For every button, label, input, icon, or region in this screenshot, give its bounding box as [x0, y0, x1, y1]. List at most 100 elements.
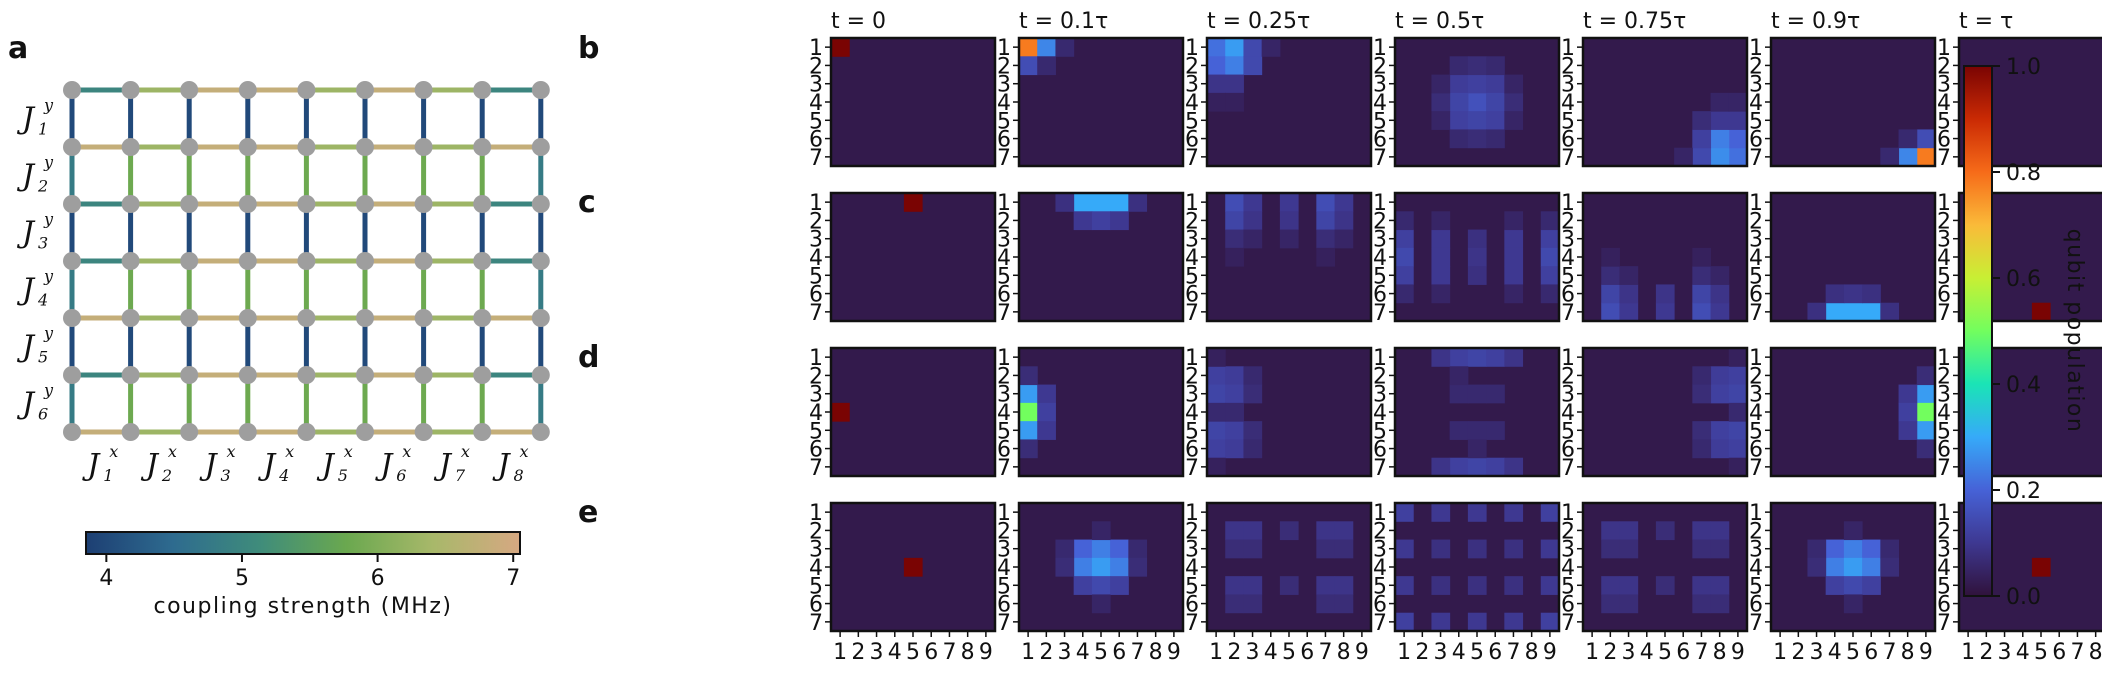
col-tick-label: 3	[1810, 640, 1824, 665]
heatmap-cell	[1619, 594, 1639, 614]
row-tick-label: 3	[1373, 383, 1387, 408]
qubit-node	[63, 81, 81, 99]
heatmap-cell	[1807, 302, 1827, 322]
row-tick-label: 4	[1185, 401, 1199, 426]
jx-superscript: x	[402, 442, 411, 461]
col-tick-label: 3	[1246, 640, 1260, 665]
heatmap-cell	[1243, 211, 1263, 231]
row-tick-label: 1	[809, 191, 823, 216]
column-title: t = 0.9τ	[1771, 9, 1860, 34]
row-tick-label: 1	[809, 346, 823, 371]
col-tick-label: 4	[1640, 640, 1654, 665]
row-tick-label: 3	[809, 228, 823, 253]
heatmap-cell	[1540, 503, 1560, 522]
row-tick-label: 2	[809, 209, 823, 234]
heatmap-cell	[1207, 38, 1226, 57]
row-tick-label: 5	[1373, 419, 1387, 444]
col-tick-label: 7	[2070, 640, 2084, 665]
heatmap-cell	[1091, 211, 1111, 231]
heatmap-cell	[1091, 594, 1111, 614]
heatmap-cell	[1486, 74, 1505, 94]
qubit-node	[414, 81, 433, 99]
row-tick-label: 2	[1185, 209, 1199, 234]
row-tick-label: 3	[1749, 383, 1763, 408]
row-tick-label: 2	[997, 209, 1011, 234]
heatmap-cell	[1225, 539, 1244, 559]
heatmap-cell	[1710, 111, 1730, 130]
col-tick-label: 4	[1076, 640, 1090, 665]
col-tick-label: 2	[851, 640, 865, 665]
row-tick-label: 4	[1749, 401, 1763, 426]
heatmap-cell	[1431, 457, 1451, 477]
jx-labels: J 1x J 2x J 3x J 4x J 5x J 6x J 7x J 8x	[81, 442, 528, 485]
heatmap-cell	[1431, 229, 1451, 249]
col-tick-label: 6	[924, 640, 938, 665]
column-title: t = 0.1τ	[1019, 9, 1108, 34]
population-tick-label: 0.8	[2006, 161, 2041, 186]
col-tick-label: 4	[1264, 640, 1278, 665]
row-tick-label: 1	[1373, 501, 1387, 526]
col-tick-label: 7	[942, 640, 956, 665]
row-tick-label: 2	[1937, 519, 1951, 544]
qubit-node	[238, 366, 257, 384]
heatmap-cell	[1862, 302, 1881, 322]
col-tick-label: 9	[1731, 640, 1745, 665]
qubit-node	[63, 138, 81, 156]
heatmap-cell	[2031, 557, 2051, 577]
heatmap-cell	[831, 38, 850, 57]
heatmap-cell	[1619, 576, 1639, 595]
heatmap-cell	[1655, 302, 1675, 322]
heatmap-cell	[1334, 521, 1354, 541]
heatmap-cell	[1467, 266, 1487, 285]
row-tick-label: 7	[997, 456, 1011, 481]
col-tick-label: 6	[1488, 640, 1502, 665]
row-tick-label: 1	[1749, 191, 1763, 216]
row-tick-label: 4	[1185, 91, 1199, 116]
heatmap-cell	[1243, 229, 1263, 249]
heatmap-cell	[1619, 302, 1639, 322]
heatmap-cell	[1019, 366, 1038, 386]
heatmap-cell	[1467, 612, 1487, 632]
heatmap-cell	[903, 193, 923, 212]
row-tick-label: 2	[1561, 364, 1575, 389]
qubit-node	[473, 81, 492, 99]
row-tick-label: 4	[997, 401, 1011, 426]
col-tick-label: 7	[1130, 640, 1144, 665]
col-tick-label: 7	[1318, 640, 1332, 665]
row-tick-label: 1	[1373, 36, 1387, 61]
jy-subscript: 3	[38, 234, 48, 253]
heatmap-cell	[1243, 594, 1263, 614]
row-tick-label: 7	[1749, 611, 1763, 636]
heatmap-cell	[1431, 211, 1451, 231]
heatmap-cell	[1728, 402, 1748, 422]
row-tick-label: 2	[997, 364, 1011, 389]
heatmap-cell	[1540, 247, 1560, 267]
heatmap-cell	[1395, 211, 1414, 231]
row-tick-label: 2	[1561, 519, 1575, 544]
row-tick-label: 6	[1185, 128, 1199, 153]
heatmap-cell	[1692, 266, 1712, 285]
row-tick-label: 1	[1561, 501, 1575, 526]
heatmap-cell	[1395, 229, 1414, 249]
heatmap-cell	[1807, 557, 1827, 577]
heatmap-cell	[1225, 521, 1244, 541]
row-tick-label: 1	[1937, 191, 1951, 216]
heatmap-cell	[1898, 384, 1918, 404]
row-tick-label: 7	[1561, 456, 1575, 481]
row-tick-label: 6	[1185, 593, 1199, 618]
row-tick-label: 6	[1937, 593, 1951, 618]
heatmap-cell	[1692, 284, 1712, 304]
heatmap-cell	[1692, 247, 1712, 267]
heatmap-cell	[1207, 348, 1226, 367]
row-tick-label: 3	[809, 383, 823, 408]
heatmap-cell	[1467, 539, 1487, 559]
heatmap-cell	[1316, 193, 1336, 212]
jx-superscript: x	[168, 442, 177, 461]
